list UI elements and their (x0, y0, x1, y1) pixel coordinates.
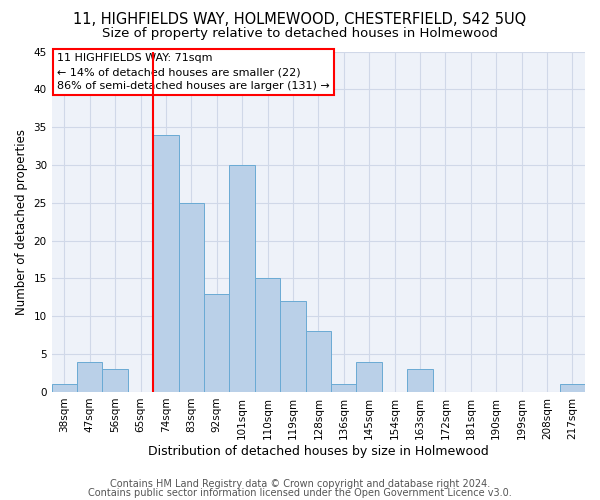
Bar (305, 332, 331, 392)
Text: Contains HM Land Registry data © Crown copyright and database right 2024.: Contains HM Land Registry data © Crown c… (110, 479, 490, 489)
Bar (229, 165, 255, 392)
Bar (280, 301, 305, 392)
Bar (52, 384, 77, 392)
Bar (407, 370, 433, 392)
Bar (153, 134, 179, 392)
Text: Size of property relative to detached houses in Holmewood: Size of property relative to detached ho… (102, 28, 498, 40)
Bar (331, 384, 356, 392)
Bar (356, 362, 382, 392)
Bar (179, 203, 204, 392)
Bar (560, 384, 585, 392)
Text: Contains public sector information licensed under the Open Government Licence v3: Contains public sector information licen… (88, 488, 512, 498)
Text: 11, HIGHFIELDS WAY, HOLMEWOOD, CHESTERFIELD, S42 5UQ: 11, HIGHFIELDS WAY, HOLMEWOOD, CHESTERFI… (73, 12, 527, 28)
X-axis label: Distribution of detached houses by size in Holmewood: Distribution of detached houses by size … (148, 444, 489, 458)
Bar (255, 278, 280, 392)
Bar (77, 362, 103, 392)
Bar (103, 370, 128, 392)
Bar (204, 294, 229, 392)
Y-axis label: Number of detached properties: Number of detached properties (15, 128, 28, 314)
Text: 11 HIGHFIELDS WAY: 71sqm
← 14% of detached houses are smaller (22)
86% of semi-d: 11 HIGHFIELDS WAY: 71sqm ← 14% of detach… (57, 53, 330, 91)
